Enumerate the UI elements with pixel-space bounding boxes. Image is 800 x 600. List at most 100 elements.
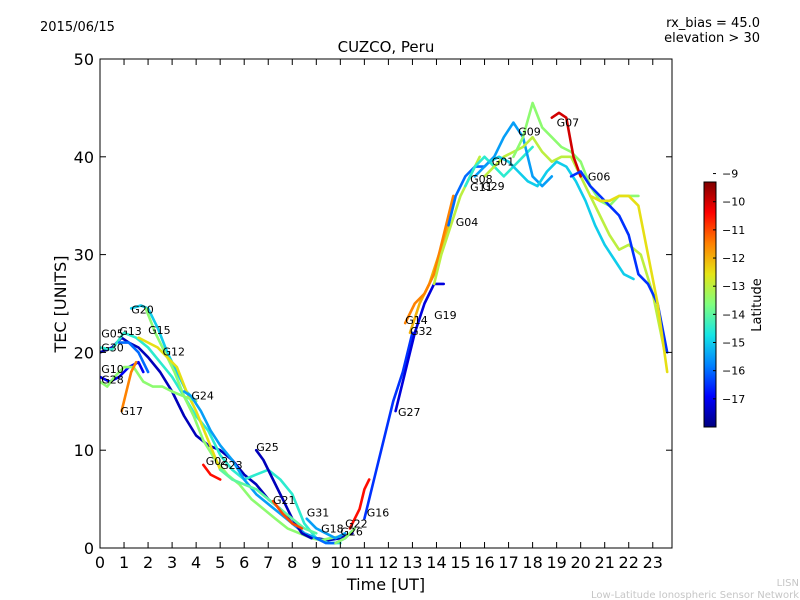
- x-tick-label: 11: [354, 553, 374, 572]
- footer-org: LISN: [777, 578, 799, 589]
- satellite-label-g27: G27: [398, 406, 421, 419]
- series-line-g17: [120, 360, 138, 413]
- x-tick-label: 4: [191, 553, 201, 572]
- x-tick-label: 1: [119, 553, 129, 572]
- series-line-g08: [463, 145, 534, 188]
- series-line-g06: [569, 170, 669, 354]
- y-tick-label: 30: [74, 246, 94, 265]
- rx-bias-label: rx_bias = 45.0: [666, 16, 760, 31]
- satellite-label-g32: G32: [410, 325, 433, 338]
- satellite-label-g31: G31: [307, 507, 330, 520]
- x-tick-label: 14: [426, 553, 446, 572]
- colorbar: [703, 181, 717, 428]
- series-line-g21: [271, 499, 304, 530]
- x-tick-label: 10: [330, 553, 350, 572]
- y-tick-label: 0: [84, 539, 94, 558]
- x-tick-label: 23: [643, 553, 663, 572]
- series-line-g28: [100, 365, 198, 403]
- x-tick-label: 18: [522, 553, 542, 572]
- series-line-g12: [137, 336, 222, 472]
- colorbar-tick-label: −10: [722, 196, 745, 209]
- series-line-g27: [394, 282, 446, 413]
- satellite-label-g11: G11: [470, 181, 493, 194]
- satellite-label-g05: G05: [101, 328, 124, 341]
- x-tick-label: 5: [215, 553, 225, 572]
- colorbar-tick-label: −14: [722, 308, 745, 321]
- series-line-g16: [363, 331, 414, 521]
- x-axis: 0 1 2 3 4 5 6 7 8 9 10 11 12 13 14 15 16 17 18 19 20 21 22 23: [95, 59, 663, 572]
- y-tick-label: 50: [74, 50, 94, 69]
- satellite-label-g12: G12: [162, 345, 185, 358]
- elevation-label: elevation > 30: [664, 31, 760, 46]
- series-line-g13: [117, 341, 150, 374]
- satellite-label-g21: G21: [273, 494, 296, 507]
- y-tick-label: 20: [74, 343, 94, 362]
- y-axis-label: TEC [UNITS]: [51, 256, 70, 354]
- satellite-label-g14: G14: [405, 314, 428, 327]
- colorbar-tick-label: −17: [722, 393, 745, 406]
- series-line-g07: [550, 111, 583, 178]
- satellite-label-g02: G02: [206, 455, 229, 468]
- satellite-label-g18: G18: [321, 522, 344, 535]
- series-line-g23: [218, 468, 318, 535]
- satellite-label-g20: G20: [131, 303, 154, 316]
- colorbar-tick-label: −16: [722, 365, 745, 378]
- plot-frame: [99, 58, 673, 549]
- satellite-label-g30: G30: [101, 341, 124, 354]
- satellite-label-g08: G08: [470, 173, 493, 186]
- series-line-g26: [334, 527, 357, 545]
- satellite-label-g28: G28: [101, 374, 124, 387]
- series-layer: [100, 101, 669, 545]
- satellite-label-g07: G07: [557, 116, 580, 129]
- satellite-label-g10: G10: [101, 363, 124, 376]
- satellite-label-g25: G25: [256, 441, 279, 454]
- series-line-g10: [100, 360, 145, 384]
- series-line-g31: [305, 517, 347, 540]
- x-tick-label: 6: [239, 553, 249, 572]
- x-tick-label: 20: [570, 553, 590, 572]
- series-line-g15: [144, 307, 342, 542]
- satellite-label-g16: G16: [367, 507, 390, 520]
- x-tick-label: 0: [95, 553, 105, 572]
- x-tick-label: 9: [311, 553, 321, 572]
- chart-title: CUZCO, Peru: [338, 38, 435, 56]
- colorbar-tick-label: −9: [722, 168, 738, 181]
- series-line-g02: [202, 463, 222, 481]
- x-tick-label: 7: [263, 553, 273, 572]
- satellite-label-g04: G04: [456, 216, 479, 229]
- x-tick-label: 13: [402, 553, 422, 572]
- colorbar-tick-label: −12: [722, 252, 745, 265]
- satellite-label-g19: G19: [434, 309, 457, 322]
- x-tick-label: 17: [498, 553, 518, 572]
- series-line-g29: [483, 135, 667, 354]
- y-tick-label: 40: [74, 148, 94, 167]
- colorbar-ticks: −9 −10 −11 −12 −13 −14 −15 −16 −17: [713, 168, 745, 406]
- satellite-label-g01: G01: [492, 156, 515, 169]
- series-line-g14: [403, 194, 455, 325]
- satellite-label-g15: G15: [148, 324, 171, 337]
- x-tick-label: 2: [143, 553, 153, 572]
- series-line-g03: [588, 194, 669, 374]
- series-line-g25: [254, 448, 313, 540]
- x-tick-label: 3: [167, 553, 177, 572]
- colorbar-label: Latitude: [750, 278, 765, 332]
- satellite-label-g23: G23: [220, 459, 243, 472]
- satellite-label-g17: G17: [120, 405, 143, 418]
- date-label: 2015/06/15: [40, 20, 115, 35]
- x-tick-label: 22: [619, 553, 639, 572]
- series-line-g30: [100, 331, 342, 545]
- x-tick-label: 8: [287, 553, 297, 572]
- y-tick-label: 10: [74, 441, 94, 460]
- satellite-label-g29: G29: [482, 180, 505, 193]
- satellite-label-g22: G22: [345, 517, 368, 530]
- satellite-label-g24: G24: [191, 389, 214, 402]
- x-tick-label: 12: [378, 553, 398, 572]
- colorbar-tick-label: −15: [722, 337, 745, 350]
- y-axis: 0 10 20 30 40 50: [74, 50, 672, 558]
- x-tick-label: 19: [546, 553, 566, 572]
- footer-network: Low-Latitude Ionospheric Sensor Network: [591, 590, 799, 600]
- satellite-label-g06: G06: [588, 170, 611, 183]
- satellite-label-g09: G09: [518, 125, 541, 138]
